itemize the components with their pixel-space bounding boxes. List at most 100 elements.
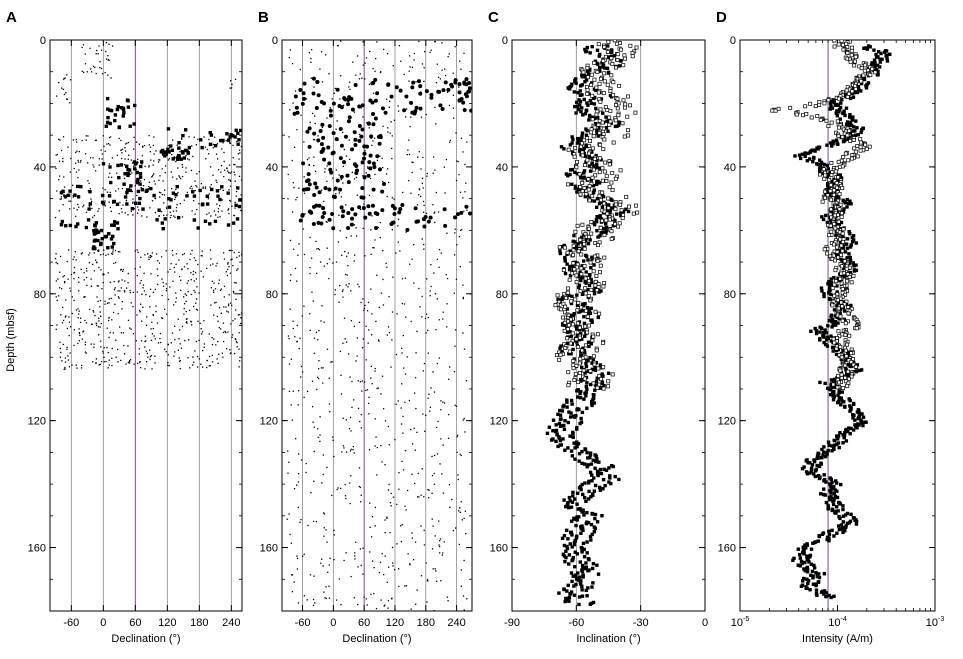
data-point [92, 65, 95, 68]
data-point [575, 171, 580, 176]
data-point [815, 593, 819, 598]
data-point [73, 328, 76, 331]
data-point [563, 310, 567, 315]
data-point [849, 123, 854, 128]
data-point [597, 201, 602, 206]
x-tick-label: -30 [633, 617, 649, 629]
data-point [367, 342, 369, 344]
data-point [139, 266, 141, 268]
data-point [829, 490, 833, 495]
data-point [562, 543, 567, 548]
data-point [59, 287, 61, 289]
data-point [843, 513, 848, 517]
data-point [93, 223, 97, 227]
data-point [438, 319, 440, 321]
data-point [232, 319, 234, 322]
data-point [440, 106, 445, 111]
data-point [619, 208, 624, 213]
data-point [581, 290, 586, 295]
data-point [80, 159, 82, 162]
data-point [296, 555, 298, 557]
data-point [557, 591, 561, 595]
data-point [160, 210, 163, 213]
data-point [99, 61, 101, 63]
data-point [368, 153, 373, 158]
data-point [574, 536, 579, 540]
data-point [828, 497, 832, 502]
data-point [56, 190, 58, 192]
data-point [568, 341, 573, 346]
data-point [310, 492, 312, 494]
data-point [141, 155, 143, 157]
data-point [850, 239, 855, 244]
data-point [200, 328, 202, 330]
data-point [571, 137, 575, 142]
data-point [558, 346, 562, 350]
data-point [227, 305, 230, 307]
data-point [156, 283, 159, 286]
data-point [218, 307, 221, 309]
data-point [178, 259, 180, 261]
data-point [301, 371, 304, 373]
data-point [832, 395, 837, 399]
data-point [400, 540, 403, 543]
data-point [590, 473, 594, 477]
data-point [456, 160, 458, 162]
data-point [596, 90, 601, 95]
data-point [347, 353, 350, 355]
data-point [845, 237, 850, 241]
data-point [230, 171, 233, 173]
data-point [582, 169, 587, 173]
data-point [592, 77, 597, 82]
data-point [592, 291, 597, 296]
data-point [116, 104, 120, 109]
data-point [441, 69, 443, 71]
data-point [827, 177, 832, 182]
data-point [577, 328, 582, 332]
data-point [171, 154, 173, 156]
data-point [577, 370, 582, 375]
data-point [834, 233, 838, 237]
data-point [221, 199, 223, 201]
data-point [335, 193, 337, 195]
data-point [100, 360, 103, 363]
data-point [568, 499, 572, 503]
data-point [131, 190, 134, 193]
data-point [303, 595, 305, 597]
data-point [826, 183, 830, 187]
data-point [324, 597, 326, 599]
data-point [589, 81, 594, 85]
data-point [577, 595, 582, 599]
data-point [434, 40, 436, 43]
data-point [172, 139, 174, 141]
data-point [859, 81, 864, 86]
data-point [208, 212, 210, 214]
data-point [150, 159, 152, 161]
data-point [435, 426, 438, 429]
data-point [111, 157, 114, 159]
data-point [215, 265, 217, 267]
data-point [198, 203, 200, 205]
data-point [118, 213, 120, 215]
data-point [234, 318, 236, 320]
data-point [596, 366, 601, 371]
data-point [828, 197, 833, 202]
data-point [338, 174, 340, 176]
data-point [151, 200, 154, 202]
data-point [583, 163, 587, 168]
data-point [291, 419, 293, 421]
data-point [584, 361, 588, 366]
data-point [328, 597, 331, 599]
data-point [839, 40, 844, 43]
data-point [145, 324, 148, 327]
data-point [370, 365, 372, 368]
data-point [446, 91, 449, 93]
data-point [228, 249, 231, 252]
data-point [589, 495, 593, 499]
data-point [575, 321, 580, 326]
data-point [382, 125, 384, 127]
data-point [820, 161, 824, 165]
data-point [158, 159, 160, 161]
data-point [827, 443, 831, 447]
data-point [188, 159, 190, 161]
